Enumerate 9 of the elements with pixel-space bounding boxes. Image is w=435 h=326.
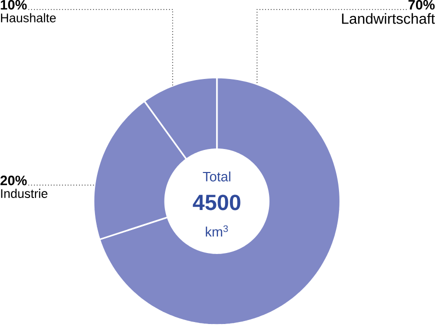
text: km$^{3}$ <box>206 225 228 237</box>
slice-label: Haushalte <box>1 13 56 22</box>
slice-label: Landwirtschaft <box>342 13 435 24</box>
slice-label: Industrie <box>1 188 48 198</box>
text: Total <box>202 172 230 182</box>
data-label: 20% <box>0 176 27 186</box>
text: 4500 <box>192 194 240 210</box>
data-label: 10% <box>0 0 27 10</box>
data-label: 70% <box>408 0 435 10</box>
